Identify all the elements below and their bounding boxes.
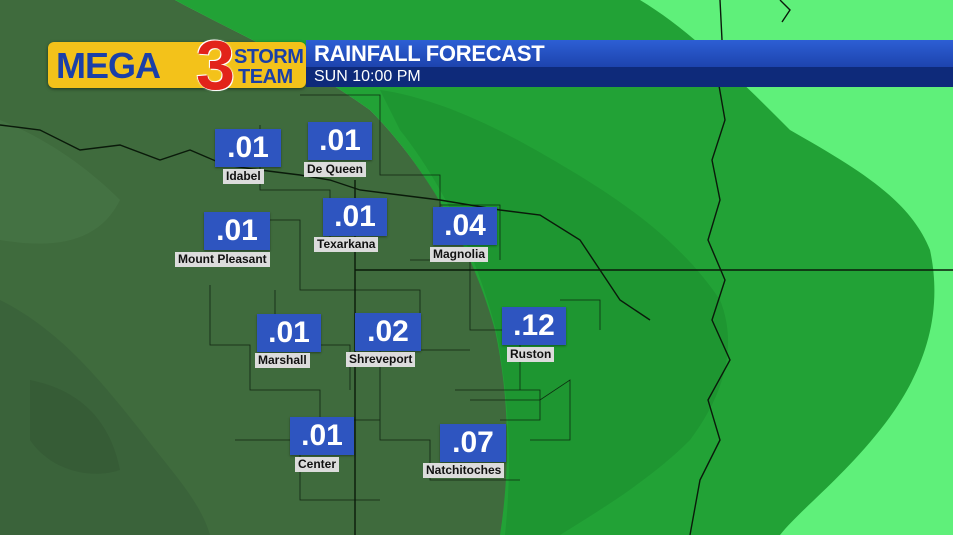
- logo-mega-text: MEGA: [56, 45, 161, 86]
- station-logo: MEGA 3 STORM TEAM: [48, 30, 306, 100]
- rain-value-de-queen: .01: [308, 122, 372, 160]
- logo-team-text: TEAM: [238, 66, 293, 88]
- logo-background: [48, 42, 306, 88]
- city-label-mount-pleasant: Mount Pleasant: [175, 252, 270, 267]
- city-label-magnolia: Magnolia: [430, 247, 489, 262]
- forecast-time: SUN 10:00 PM: [314, 68, 421, 85]
- city-label-marshall: Marshall: [255, 353, 310, 368]
- city-label-ruston: Ruston: [507, 347, 555, 362]
- city-label-idabel: Idabel: [223, 169, 264, 184]
- rain-value-marshall: .01: [257, 314, 321, 352]
- rain-value-texarkana: .01: [323, 198, 387, 236]
- rain-value-natchitoches: .07: [440, 424, 506, 462]
- forecast-title: RAINFALL FORECAST: [314, 41, 545, 66]
- rain-value-magnolia: .04: [433, 207, 497, 245]
- city-label-center: Center: [295, 457, 340, 472]
- city-label-shreveport: Shreveport: [346, 352, 416, 367]
- rain-value-idabel: .01: [215, 129, 281, 167]
- logo-storm-text: STORM: [234, 46, 304, 68]
- rain-value-mount-pleasant: .01: [204, 212, 270, 250]
- logo-number: 3: [196, 26, 235, 104]
- rain-value-ruston: .12: [502, 307, 566, 345]
- subtitle-bar: [306, 67, 953, 87]
- rain-value-center: .01: [290, 417, 354, 455]
- city-label-texarkana: Texarkana: [314, 237, 379, 252]
- title-bar: [306, 40, 953, 67]
- city-label-natchitoches: Natchitoches: [423, 463, 505, 478]
- rain-value-shreveport: .02: [355, 313, 421, 351]
- city-label-de-queen: De Queen: [304, 162, 367, 177]
